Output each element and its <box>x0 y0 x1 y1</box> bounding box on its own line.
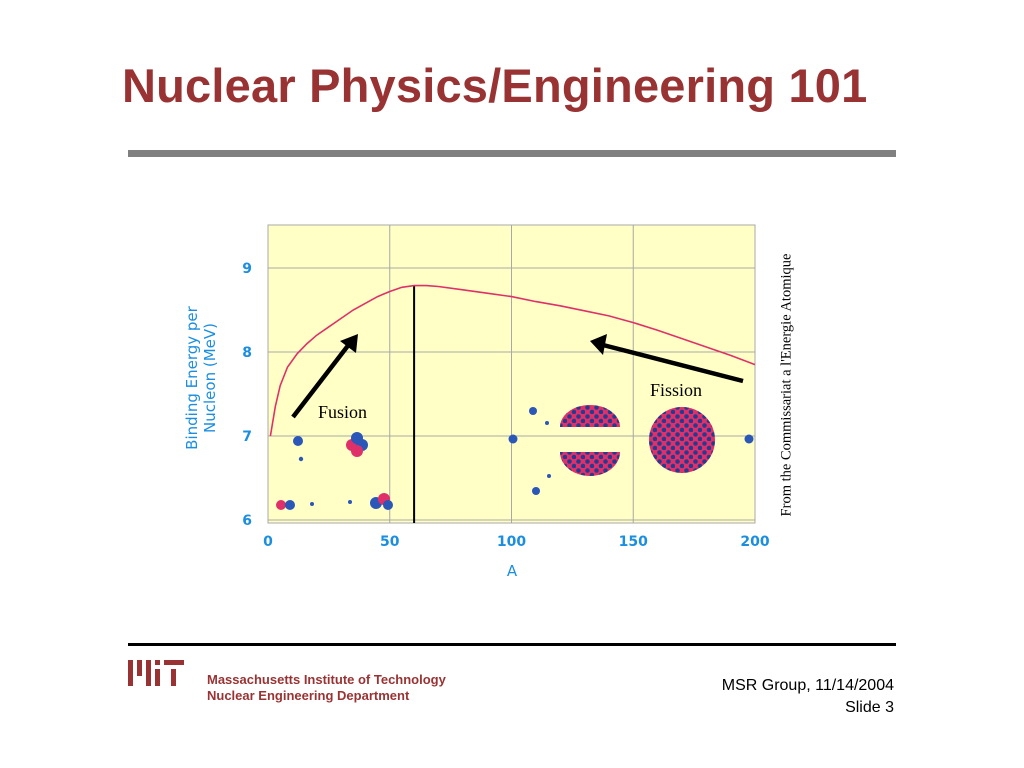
x-tick-label: 200 <box>740 534 769 550</box>
fusion-arrow <box>291 334 358 419</box>
title-divider <box>128 150 896 157</box>
department-name: Nuclear Engineering Department <box>207 688 410 703</box>
y-tick-label: 6 <box>242 513 252 529</box>
plot-border <box>267 224 756 524</box>
y-tick-label: 7 <box>242 429 252 445</box>
image-credit: From the Commissariat a l'Energie Atomiq… <box>778 253 795 517</box>
mit-logo-icon <box>128 660 184 686</box>
x-tick-label: 50 <box>380 534 400 550</box>
institution: Massachusetts Institute of Technology Nu… <box>207 672 446 704</box>
x-tick-label: 150 <box>619 534 648 550</box>
x-axis-label: A <box>507 562 518 580</box>
y-axis-label-line1: Binding Energy per <box>183 305 201 449</box>
institution-name: Massachusetts Institute of Technology <box>207 672 446 687</box>
y-axis-label-line2: Nucleon (MeV) <box>201 323 219 433</box>
slide-number: Slide 3 <box>845 699 894 716</box>
slide-footer-info: MSR Group, 11/14/2004 Slide 3 <box>722 675 894 719</box>
binding-energy-curve <box>269 284 756 437</box>
tick-labels: 0 50 100 150 200 6 7 8 9 <box>242 261 770 550</box>
fission-arrow <box>590 334 744 384</box>
y-tick-label: 8 <box>242 345 252 361</box>
heavy-nuclei-illustration <box>508 405 754 495</box>
fission-label: Fission <box>650 380 702 400</box>
fusion-label: Fusion <box>318 402 367 422</box>
x-tick-label: 0 <box>263 534 273 550</box>
group-date: MSR Group, 11/14/2004 <box>721 677 894 694</box>
y-tick-label: 9 <box>242 261 252 277</box>
slide-title: Nuclear Physics/Engineering 101 <box>122 59 868 112</box>
footer-divider <box>128 643 896 646</box>
x-tick-label: 100 <box>497 534 526 550</box>
light-nuclei-illustration <box>276 432 393 510</box>
binding-energy-chart: 0 50 100 150 200 6 7 8 9 Fusion Fission <box>183 224 770 580</box>
